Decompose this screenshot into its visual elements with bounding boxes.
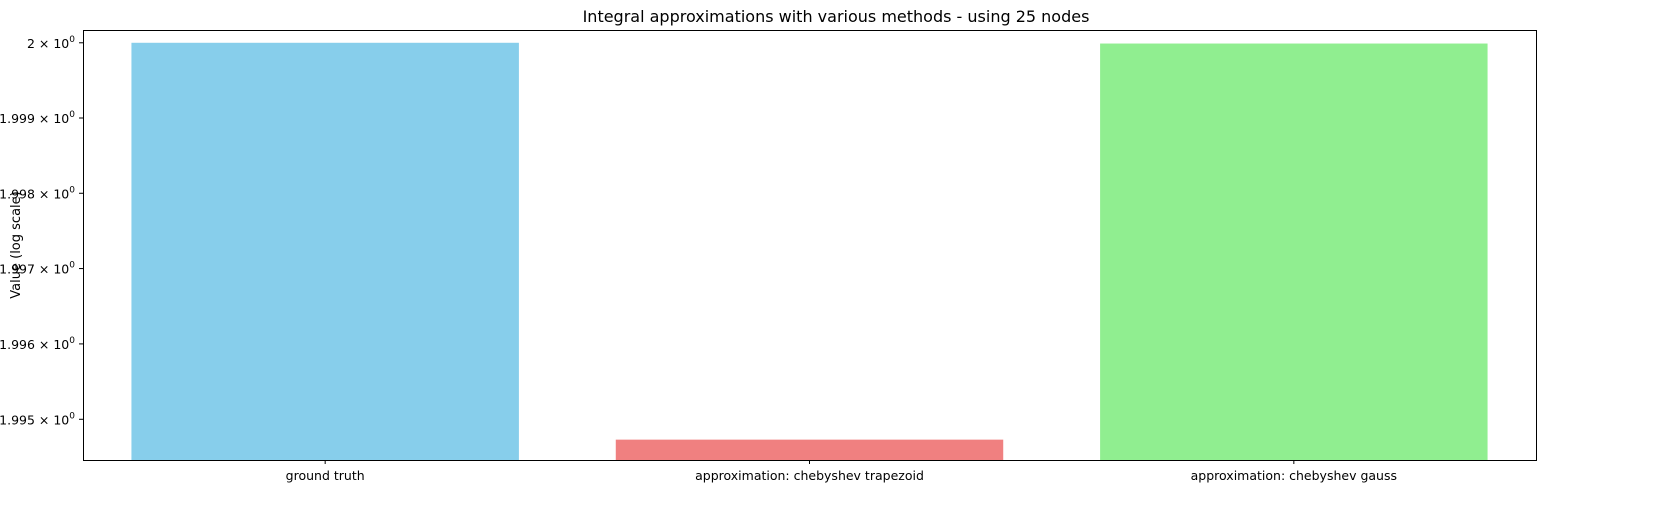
y-tick-label: 1.998 × 100 [0, 185, 75, 201]
bar-2 [1100, 43, 1488, 461]
bar-0 [131, 42, 519, 460]
y-tick-label: 1.996 × 100 [0, 336, 75, 352]
y-tick-label: 2 × 100 [27, 35, 75, 51]
x-tick-label: approximation: chebyshev gauss [1191, 468, 1397, 483]
x-tick-label: approximation: chebyshev trapezoid [695, 468, 924, 483]
y-tick-label: 1.999 × 100 [0, 110, 75, 126]
bars-group [131, 42, 1488, 461]
plot-frame [83, 30, 1537, 461]
y-ticks-group: 1.995 × 100 1.996 × 100 1.997 × 100 1.998 ×… [0, 35, 83, 427]
y-axis-label: Value (log scale) [9, 191, 24, 298]
x-ticks-group: ground truth approximation: chebyshev tra… [286, 460, 1397, 483]
bar-1 [615, 439, 1004, 460]
x-tick-label: ground truth [286, 468, 365, 483]
chart-title: Integral approximations with various met… [583, 7, 1090, 26]
y-tick-label: 1.995 × 100 [0, 411, 75, 427]
y-tick-label: 1.997 × 100 [0, 261, 75, 277]
